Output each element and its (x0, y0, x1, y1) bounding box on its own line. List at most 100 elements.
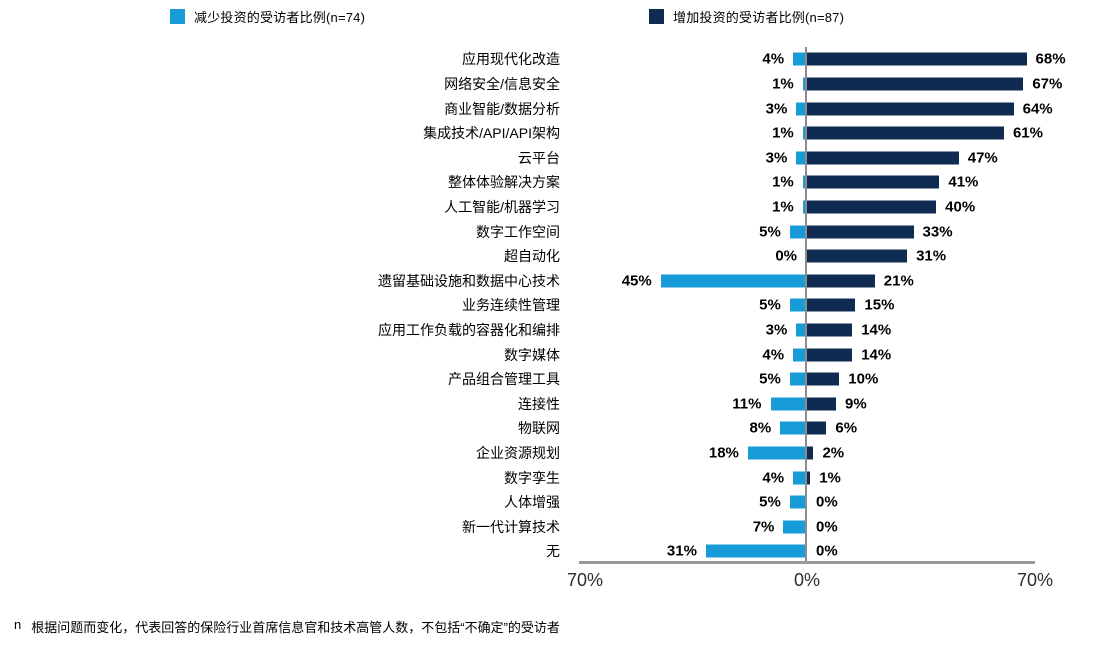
decrease-value-label: 8% (749, 419, 772, 437)
chart-row: 商业智能/数据分析 3% 64% (0, 96, 1106, 121)
increase-zone: 14% (806, 318, 1106, 343)
increase-bar (807, 348, 853, 362)
legend-label-increase: 增加投资的受访者比例(n=87) (673, 9, 845, 25)
increase-bar (807, 323, 853, 337)
increase-value-label: 0% (816, 493, 838, 511)
decrease-bar (789, 225, 806, 239)
increase-zone: 67% (806, 72, 1106, 97)
increase-value-label: 21% (883, 272, 914, 290)
increase-bar (807, 126, 1004, 140)
decrease-bar (780, 421, 806, 435)
decrease-zone: 3% (566, 96, 806, 121)
increase-bar (807, 225, 914, 239)
legend-item-decrease: 减少投资的受访者比例(n=74) (170, 7, 365, 25)
increase-zone: 14% (806, 342, 1106, 367)
chart-row: 无 31% 0% (0, 539, 1106, 564)
increase-zone: 21% (806, 268, 1106, 293)
chart-row: 人工智能/机器学习 1% 40% (0, 195, 1106, 220)
decrease-bar (783, 520, 806, 534)
decrease-value-label: 5% (759, 370, 781, 388)
category-label: 业务连续性管理 (462, 297, 560, 314)
chart-row: 产品组合管理工具 5% 10% (0, 367, 1106, 392)
decrease-value-label: 4% (762, 50, 785, 68)
decrease-zone: 8% (566, 416, 806, 441)
decrease-value-label: 4% (762, 469, 785, 487)
category-label: 云平台 (518, 149, 560, 166)
increase-bar (807, 397, 837, 411)
decrease-bar (793, 471, 806, 485)
increase-bar (807, 298, 856, 312)
category-label: 物联网 (518, 420, 560, 437)
decrease-swatch-icon (170, 8, 185, 24)
decrease-value-label: 31% (666, 542, 697, 560)
decrease-bar (789, 298, 806, 312)
decrease-bar (802, 175, 806, 189)
increase-zone: 0% (806, 490, 1106, 515)
decrease-value-label: 5% (759, 493, 781, 511)
footnote: n 根据问题而变化，代表回答的保险行业首席信息官和技术高管人数，不包括“不确定”… (14, 617, 560, 636)
decrease-zone: 5% (566, 293, 806, 318)
increase-bar (807, 274, 875, 288)
increase-zone: 2% (806, 441, 1106, 466)
increase-bar (807, 175, 940, 189)
decrease-zone: 3% (566, 145, 806, 170)
increase-value-label: 14% (861, 346, 892, 364)
increase-value-label: 10% (848, 370, 879, 388)
decrease-zone: 5% (566, 490, 806, 515)
increase-zone: 15% (806, 293, 1106, 318)
increase-zone: 47% (806, 145, 1106, 170)
zero-axis-line (805, 47, 807, 564)
increase-value-label: 67% (1032, 75, 1063, 93)
increase-value-label: 64% (1022, 100, 1053, 118)
category-label: 集成技术/API/API架构 (423, 125, 560, 142)
chart-row: 物联网 8% 6% (0, 416, 1106, 441)
decrease-zone: 5% (566, 219, 806, 244)
increase-value-label: 68% (1035, 50, 1066, 68)
decrease-value-label: 11% (732, 395, 762, 413)
category-label: 新一代计算技术 (462, 518, 560, 535)
increase-value-label: 14% (861, 321, 892, 339)
increase-zone: 41% (806, 170, 1106, 195)
footnote-marker: n (14, 617, 22, 632)
increase-bar (807, 52, 1027, 66)
increase-zone: 40% (806, 195, 1106, 220)
decrease-zone: 5% (566, 367, 806, 392)
decrease-zone: 4% (566, 342, 806, 367)
chart-rows: 应用现代化改造 4% 68% 网络安全/信息安全 1% 67% 商业智能/数据分析 3% 64%… (0, 47, 1106, 564)
category-label: 商业智能/数据分析 (444, 100, 560, 117)
x-tick-right: 70% (1016, 570, 1054, 590)
increase-zone: 1% (806, 465, 1106, 490)
increase-bar (807, 249, 908, 263)
increase-bar (807, 446, 814, 460)
increase-zone: 64% (806, 96, 1106, 121)
decrease-bar (789, 372, 806, 386)
increase-bar (807, 421, 827, 435)
chart-row: 数字工作空间 5% 33% (0, 219, 1106, 244)
chart-row: 超自动化 0% 31% (0, 244, 1106, 269)
decrease-zone: 4% (566, 465, 806, 490)
decrease-bar (802, 77, 806, 91)
category-label: 数字媒体 (504, 346, 560, 363)
category-label: 数字工作空间 (476, 223, 560, 240)
increase-zone: 10% (806, 367, 1106, 392)
chart-row: 应用现代化改造 4% 68% (0, 47, 1106, 72)
increase-value-label: 9% (845, 395, 867, 413)
category-label: 连接性 (518, 395, 560, 412)
chart-row: 企业资源规划 18% 2% (0, 441, 1106, 466)
decrease-bar (660, 274, 806, 288)
increase-value-label: 31% (916, 247, 947, 265)
increase-bar (807, 151, 959, 165)
increase-zone: 33% (806, 219, 1106, 244)
increase-value-label: 0% (816, 542, 838, 560)
decrease-bar (796, 323, 806, 337)
decrease-bar (793, 52, 806, 66)
decrease-zone: 18% (566, 441, 806, 466)
increase-zone: 6% (806, 416, 1106, 441)
category-label: 应用现代化改造 (462, 51, 560, 68)
decrease-zone: 1% (566, 121, 806, 146)
decrease-zone: 1% (566, 170, 806, 195)
decrease-value-label: 3% (765, 149, 788, 167)
increase-bar (807, 471, 811, 485)
chart-row: 新一代计算技术 7% 0% (0, 515, 1106, 540)
